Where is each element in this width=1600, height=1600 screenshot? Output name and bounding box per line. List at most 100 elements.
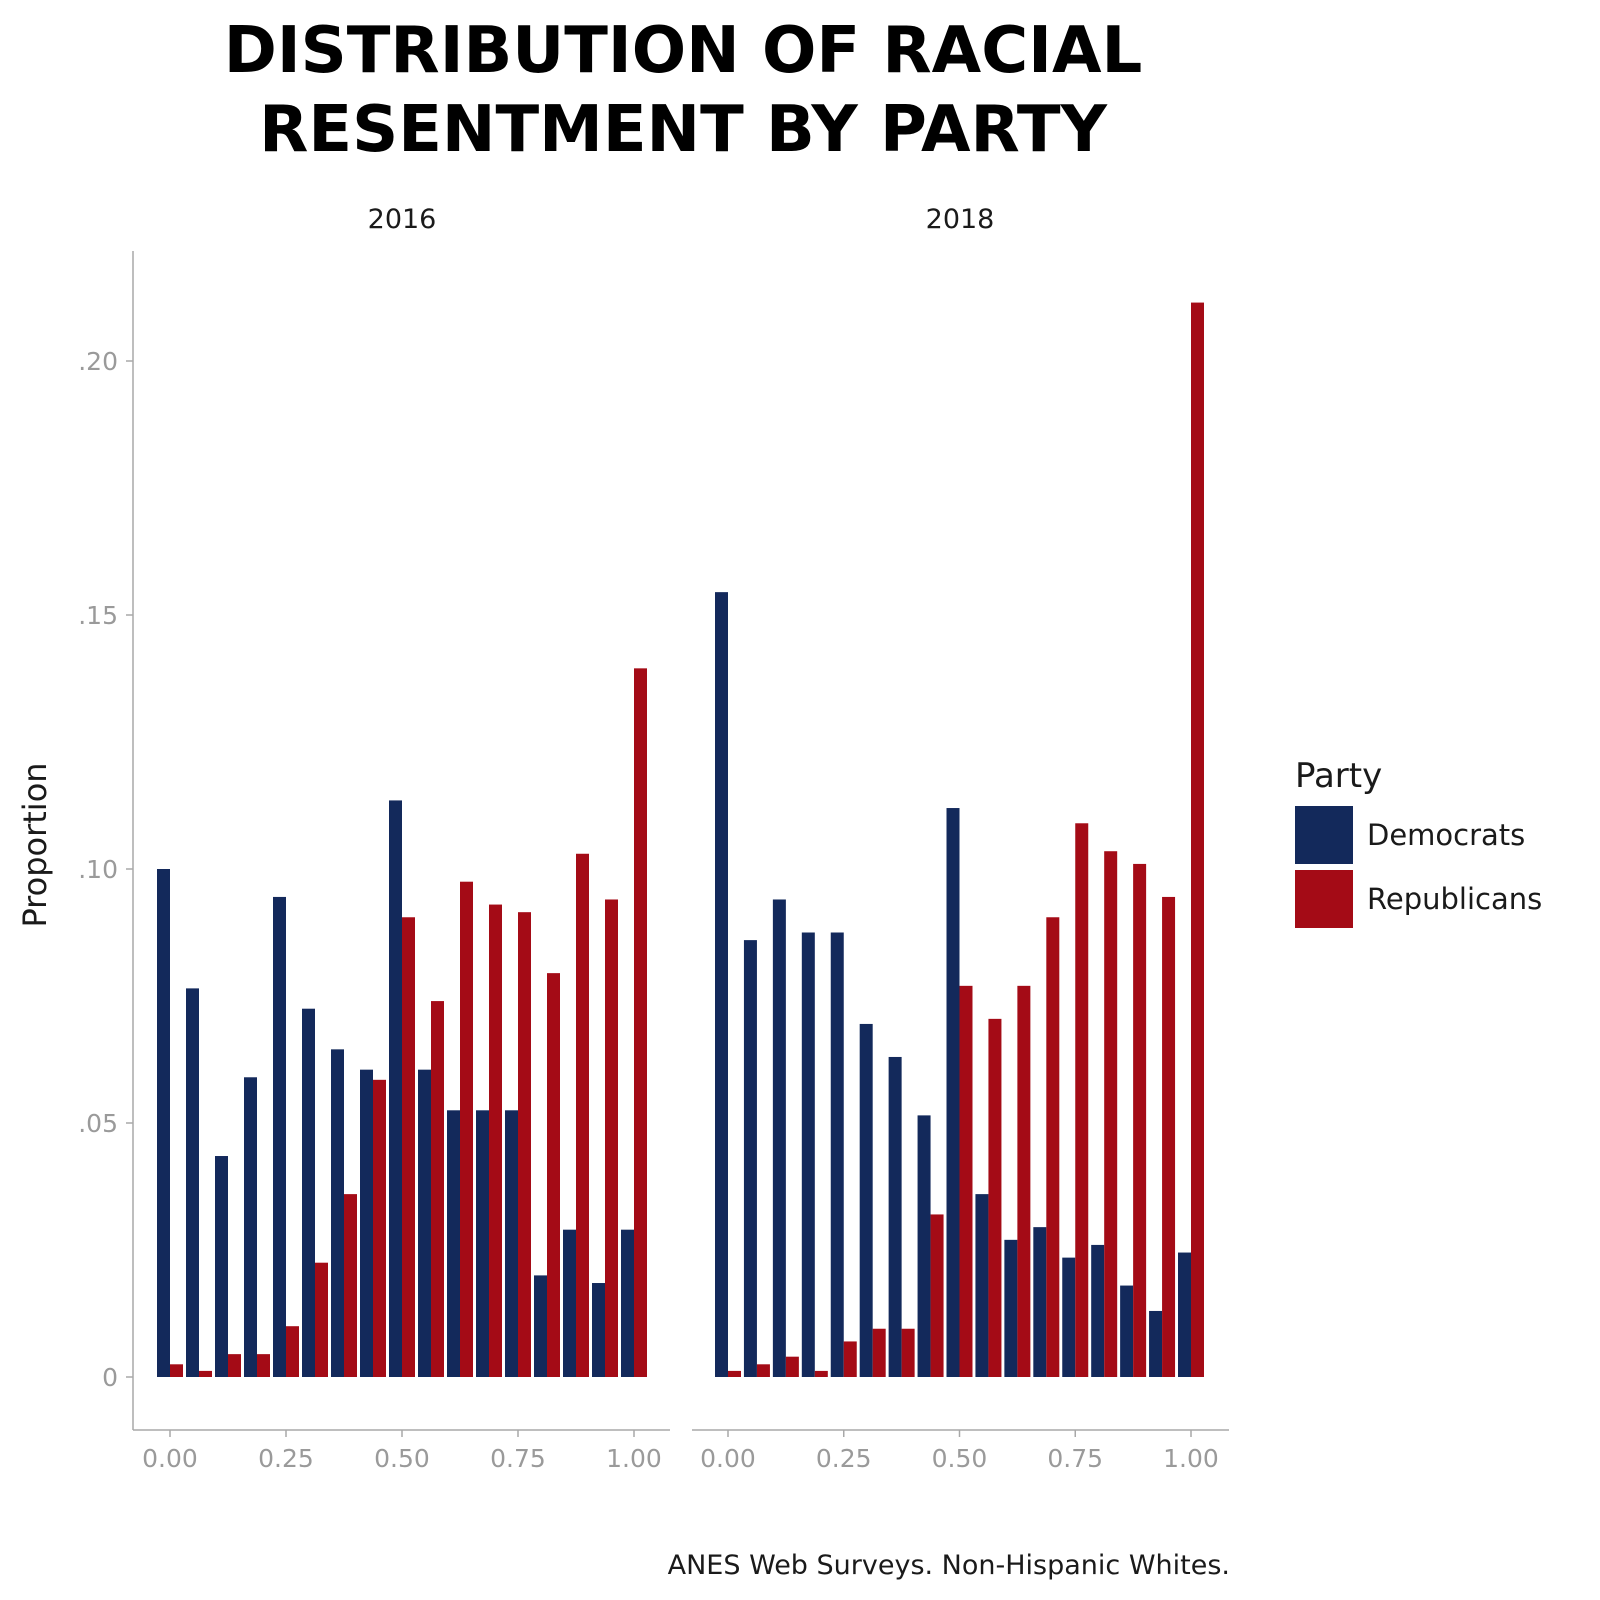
- facet-label: 2018: [926, 204, 995, 235]
- x-tick-label: 0.75: [1047, 1444, 1103, 1473]
- legend-label-republicans: Republicans: [1367, 882, 1542, 916]
- x-tick-label: 0.50: [932, 1444, 988, 1473]
- bar-republicans-2016: [460, 881, 473, 1377]
- bar-republicans-2018: [959, 985, 973, 1377]
- bar-democrats-2018: [1062, 1257, 1076, 1377]
- x-tick-label: 0.25: [258, 1444, 314, 1473]
- x-tick-label: 0.00: [142, 1444, 198, 1473]
- bar-democrats-2016: [534, 1275, 547, 1377]
- bar-democrats-2016: [244, 1077, 257, 1377]
- bar-republicans-2018: [814, 1370, 828, 1377]
- bar-democrats-2018: [888, 1056, 902, 1377]
- x-tick-label: 0.25: [816, 1444, 872, 1473]
- bar-democrats-2018: [859, 1023, 873, 1377]
- bar-republicans-2016: [170, 1364, 183, 1377]
- bar-democrats-2018: [830, 932, 844, 1377]
- bar-democrats-2018: [1091, 1244, 1105, 1377]
- panel-2016: 2016 0.00 0.25 0.50 0.75 1.00: [133, 204, 670, 1473]
- bar-democrats-2016: [331, 1049, 344, 1377]
- bar-republicans-2016: [518, 912, 531, 1377]
- legend-label-democrats: Democrats: [1367, 818, 1525, 852]
- y-axis: 0 .05 .10 .15 .20: [78, 251, 134, 1430]
- x-tick-label: 1.00: [606, 1444, 662, 1473]
- bar-democrats-2016: [592, 1283, 605, 1377]
- bar-democrats-2016: [273, 896, 286, 1377]
- bar-republicans-2016: [605, 899, 618, 1377]
- bar-democrats-2016: [476, 1110, 489, 1377]
- bar-republicans-2018: [756, 1364, 770, 1377]
- bar-democrats-2016: [447, 1110, 460, 1377]
- bar-republicans-2016: [489, 904, 502, 1377]
- bar-republicans-2018: [1133, 863, 1147, 1377]
- bar-republicans-2018: [1075, 823, 1089, 1377]
- y-tick-label: .10: [78, 855, 118, 884]
- bar-republicans-2018: [1046, 917, 1060, 1377]
- chart-title-line-1: DISTRIBUTION OF RACIAL: [224, 14, 1143, 88]
- bar-democrats-2016: [186, 988, 199, 1377]
- bar-democrats-2018: [1120, 1285, 1134, 1377]
- x-tick-label: 0.75: [490, 1444, 546, 1473]
- bar-republicans-2016: [199, 1370, 212, 1377]
- y-axis-title: Proportion: [16, 762, 54, 927]
- bar-democrats-2018: [946, 808, 960, 1377]
- bar-republicans-2018: [843, 1341, 857, 1377]
- bar-democrats-2018: [1149, 1310, 1163, 1377]
- bar-republicans-2018: [930, 1214, 944, 1377]
- bar-democrats-2016: [418, 1069, 431, 1377]
- bar-democrats-2016: [621, 1229, 634, 1377]
- bar-republicans-2016: [315, 1262, 328, 1377]
- chart-caption: ANES Web Surveys. Non-Hispanic Whites.: [668, 1550, 1230, 1581]
- x-tick-label: 0.00: [700, 1444, 756, 1473]
- chart-title-line-2: RESENTMENT BY PARTY: [259, 93, 1107, 167]
- bar-democrats-2018: [917, 1115, 931, 1377]
- bar-democrats-2018: [1004, 1239, 1018, 1377]
- y-tick-label: 0: [102, 1363, 118, 1392]
- legend-title: Party: [1295, 756, 1382, 796]
- legend-swatch-republicans: [1295, 870, 1353, 928]
- bar-republicans-2018: [901, 1328, 915, 1377]
- y-tick-label: .15: [78, 601, 118, 630]
- bar-republicans-2016: [344, 1194, 357, 1377]
- bar-democrats-2018: [975, 1194, 989, 1377]
- legend: Party Democrats Republicans: [1295, 756, 1542, 928]
- bar-democrats-2016: [157, 869, 170, 1377]
- bar-republicans-2016: [286, 1326, 299, 1377]
- bar-republicans-2018: [785, 1356, 799, 1377]
- bar-democrats-2016: [389, 800, 402, 1377]
- x-tick-label: 0.50: [374, 1444, 430, 1473]
- bar-democrats-2016: [215, 1156, 228, 1377]
- y-tick-label: .20: [78, 347, 118, 376]
- bar-republicans-2018: [1191, 302, 1204, 1378]
- bar-democrats-2018: [743, 940, 757, 1377]
- bar-republicans-2018: [872, 1328, 886, 1377]
- bar-republicans-2018: [1162, 896, 1176, 1377]
- bar-democrats-2018: [801, 932, 815, 1377]
- facet-label: 2016: [368, 204, 437, 235]
- panel-2018: 2018 0.00 0.25 0.50 0.75 1.00: [692, 204, 1229, 1473]
- bar-democrats-2018: [715, 592, 728, 1377]
- bar-democrats-2016: [302, 1008, 315, 1377]
- bar-democrats-2016: [563, 1229, 576, 1377]
- bar-democrats-2018: [1033, 1227, 1047, 1377]
- legend-swatch-democrats: [1295, 806, 1353, 864]
- bar-republicans-2016: [373, 1079, 386, 1377]
- bar-democrats-2018: [1178, 1252, 1191, 1377]
- bar-republicans-2016: [634, 668, 647, 1377]
- bar-republicans-2016: [228, 1354, 241, 1377]
- bar-democrats-2016: [360, 1069, 373, 1377]
- bar-republicans-2016: [257, 1354, 270, 1377]
- bar-democrats-2016: [505, 1110, 518, 1377]
- bar-republicans-2018: [988, 1018, 1002, 1377]
- bar-republicans-2018: [728, 1370, 741, 1377]
- bar-republicans-2016: [576, 853, 589, 1377]
- x-tick-label: 1.00: [1163, 1444, 1219, 1473]
- bar-republicans-2016: [402, 917, 415, 1377]
- chart-panels: 2016 0.00 0.25 0.50 0.75 1.00 2018 0.00 0.25 0.50…: [133, 204, 1229, 1473]
- bar-democrats-2018: [772, 899, 786, 1377]
- y-tick-label: .05: [78, 1109, 118, 1138]
- bar-republicans-2016: [547, 973, 560, 1377]
- bar-republicans-2018: [1104, 851, 1118, 1377]
- bar-republicans-2016: [431, 1001, 444, 1377]
- bar-republicans-2018: [1017, 985, 1031, 1377]
